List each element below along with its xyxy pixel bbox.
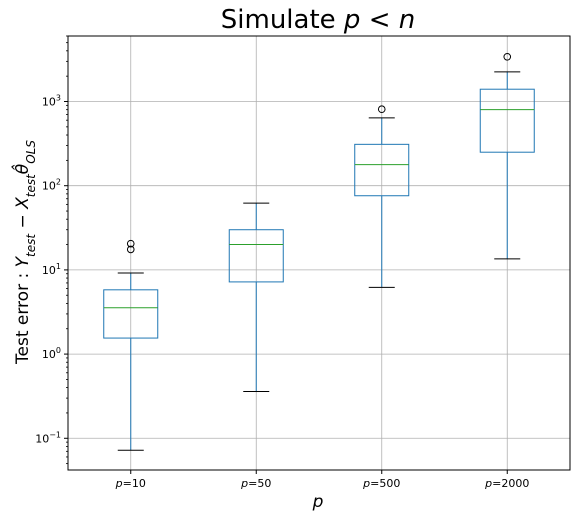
x-tick-label-value: =50 bbox=[248, 477, 271, 490]
x-tick-label-var: p bbox=[240, 477, 248, 490]
y-axis-label-minus: − bbox=[13, 209, 33, 234]
y-axis-label-theta: θ̂ bbox=[10, 163, 33, 174]
y-axis-label-prefix: Test error : bbox=[13, 267, 33, 365]
outlier-point bbox=[503, 52, 512, 61]
y-tick-label-exponent: 0 bbox=[56, 346, 61, 355]
x-tick-label: p=2000 bbox=[484, 477, 529, 490]
y-tick-label: 102 bbox=[42, 178, 61, 193]
box-iqr bbox=[354, 143, 410, 197]
y-tick-label-base: 10 bbox=[42, 264, 56, 277]
x-tick-label-var: p bbox=[115, 477, 123, 490]
plot-frame bbox=[67, 35, 571, 471]
x-tick-label-value: =10 bbox=[123, 477, 146, 490]
box-group bbox=[228, 202, 284, 392]
y-tick-label: 100 bbox=[42, 346, 61, 361]
y-tick-label: 103 bbox=[42, 94, 61, 109]
x-tick-label: p=50 bbox=[240, 477, 271, 490]
box-iqr bbox=[103, 289, 159, 339]
y-tick-label-base: 10 bbox=[42, 348, 56, 361]
box-iqr bbox=[228, 229, 284, 283]
y-axis-label-y: Y bbox=[13, 255, 33, 267]
x-tick-label-value: =2000 bbox=[492, 477, 529, 490]
outlier-point bbox=[377, 105, 386, 114]
y-tick-label-exponent: 3 bbox=[56, 94, 61, 103]
y-tick-label-base: 10 bbox=[42, 180, 56, 193]
x-tick-label-var: p bbox=[484, 477, 492, 490]
box-group bbox=[354, 105, 410, 288]
y-tick-label-exponent: 2 bbox=[56, 178, 61, 187]
outlier-point bbox=[126, 245, 135, 254]
y-tick-label: 10−1 bbox=[35, 430, 61, 445]
y-axis-label: Test error : Ytest − Xtestθ̂OLS bbox=[10, 140, 38, 365]
y-axis-label-x: X bbox=[13, 197, 33, 210]
x-tick-label-var: p bbox=[362, 477, 370, 490]
chart-title: Simulate p < n bbox=[221, 5, 415, 35]
y-tick-label: 101 bbox=[42, 262, 61, 277]
box-group bbox=[479, 52, 535, 260]
boxes bbox=[103, 52, 535, 451]
x-tick-label: p=500 bbox=[362, 477, 400, 490]
outlier-point bbox=[126, 239, 135, 248]
y-tick-label-base: 10 bbox=[42, 96, 56, 109]
x-tick-label: p=10 bbox=[115, 477, 146, 490]
y-axis-label-theta-sub: OLS bbox=[24, 140, 38, 164]
chart-title-math: p < n bbox=[343, 5, 415, 35]
x-axis-label: p bbox=[312, 492, 324, 512]
y-axis-label-y-sub: test bbox=[24, 233, 38, 257]
y-tick-label-exponent: 1 bbox=[56, 262, 61, 271]
y-tick-label-base: 10 bbox=[35, 432, 49, 445]
chart-title-prefix: Simulate bbox=[221, 5, 344, 35]
x-tick-label-value: =500 bbox=[370, 477, 400, 490]
y-axis-label-x-sub: test bbox=[24, 173, 38, 197]
box-group bbox=[103, 239, 159, 451]
box-iqr bbox=[479, 88, 535, 153]
y-tick-label-exponent: −1 bbox=[49, 430, 61, 439]
